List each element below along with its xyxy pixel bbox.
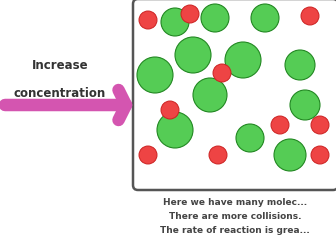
Circle shape [209,146,227,164]
Circle shape [193,78,227,112]
Text: There are more collisions.: There are more collisions. [169,212,301,221]
Circle shape [290,90,320,120]
Text: Increase: Increase [32,59,88,72]
Text: Here we have many molec...: Here we have many molec... [163,198,307,207]
Circle shape [161,101,179,119]
Circle shape [181,5,199,23]
Circle shape [236,124,264,152]
Circle shape [139,146,157,164]
Circle shape [301,7,319,25]
Circle shape [139,11,157,29]
Circle shape [311,116,329,134]
Circle shape [213,64,231,82]
Circle shape [271,116,289,134]
Circle shape [175,37,211,73]
Text: The rate of reaction is grea...: The rate of reaction is grea... [160,226,310,235]
Circle shape [311,146,329,164]
Circle shape [157,112,193,148]
Circle shape [225,42,261,78]
Circle shape [161,8,189,36]
FancyBboxPatch shape [133,0,336,190]
Circle shape [251,4,279,32]
Circle shape [285,50,315,80]
Circle shape [274,139,306,171]
Circle shape [201,4,229,32]
Circle shape [137,57,173,93]
Text: concentration: concentration [14,87,106,100]
